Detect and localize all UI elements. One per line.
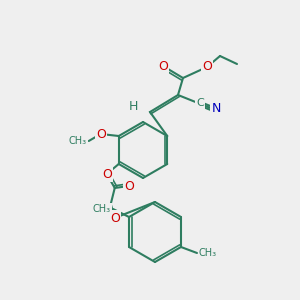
- Text: O: O: [102, 167, 112, 181]
- Text: CH₃: CH₃: [199, 248, 217, 258]
- Text: CH₃: CH₃: [69, 136, 87, 146]
- Text: CH₃: CH₃: [93, 204, 111, 214]
- Text: O: O: [96, 128, 106, 140]
- Text: O: O: [110, 212, 120, 224]
- Text: H: H: [128, 100, 138, 113]
- Text: C: C: [196, 98, 204, 108]
- Text: O: O: [202, 61, 212, 74]
- Text: O: O: [158, 59, 168, 73]
- Text: O: O: [124, 179, 134, 193]
- Text: N: N: [211, 103, 221, 116]
